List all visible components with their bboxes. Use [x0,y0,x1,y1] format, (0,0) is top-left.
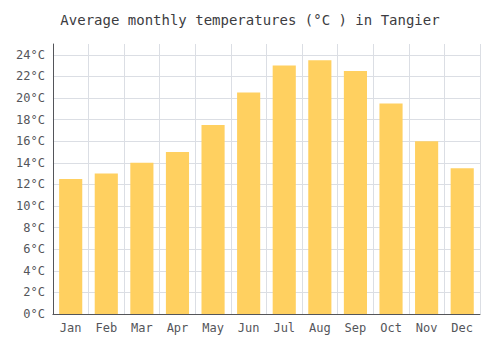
svg-text:Oct: Oct [380,321,402,335]
svg-text:Jun: Jun [238,321,260,335]
svg-text:Apr: Apr [167,321,189,335]
svg-text:Mar: Mar [131,321,153,335]
svg-text:Average monthly temperatures (: Average monthly temperatures (°C ) in Ta… [60,12,439,28]
svg-text:22°C: 22°C [16,69,45,83]
svg-text:14°C: 14°C [16,156,45,170]
svg-text:18°C: 18°C [16,113,45,127]
svg-text:4°C: 4°C [23,264,45,278]
svg-text:2°C: 2°C [23,285,45,299]
svg-text:Jan: Jan [60,321,82,335]
svg-text:Dec: Dec [451,321,473,335]
svg-text:0°C: 0°C [23,307,45,321]
svg-text:Aug: Aug [309,321,331,335]
svg-text:Nov: Nov [416,321,438,335]
svg-text:10°C: 10°C [16,199,45,213]
svg-text:12°C: 12°C [16,177,45,191]
svg-text:Feb: Feb [95,321,117,335]
svg-text:16°C: 16°C [16,134,45,148]
svg-text:May: May [202,321,224,335]
svg-text:Jul: Jul [273,321,295,335]
svg-text:20°C: 20°C [16,91,45,105]
svg-text:8°C: 8°C [23,221,45,235]
svg-text:24°C: 24°C [16,48,45,62]
svg-text:Sep: Sep [345,321,367,335]
svg-text:6°C: 6°C [23,242,45,256]
